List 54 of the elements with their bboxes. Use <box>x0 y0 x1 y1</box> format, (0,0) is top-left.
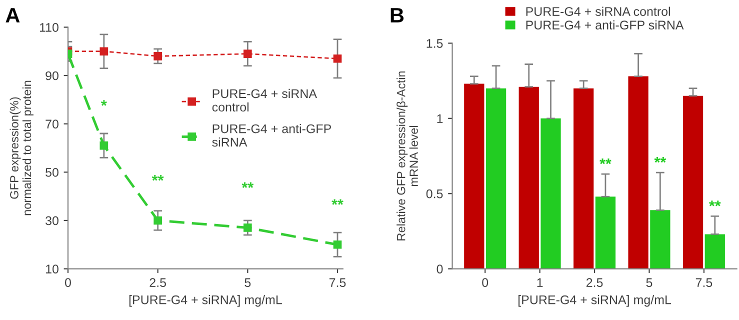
y-tick-label: 110 <box>40 23 58 32</box>
bar <box>650 210 670 269</box>
point <box>154 216 162 225</box>
x-tick-label: 0 <box>482 278 488 288</box>
bar <box>574 88 594 269</box>
bar <box>682 96 704 269</box>
point <box>154 52 162 60</box>
x-tick-label: 7.5 <box>696 278 712 288</box>
legend-label: PURE-G4 + anti-GFP siRNA <box>212 124 331 147</box>
bar <box>518 86 539 269</box>
point <box>333 54 342 63</box>
point <box>244 50 252 58</box>
x-tick-label: 0 <box>65 278 71 288</box>
bar <box>628 76 648 269</box>
legend-label: PURE-G4 + siRNA control <box>526 6 670 16</box>
x-tick-label: 7.5 <box>329 278 346 288</box>
bar <box>464 84 484 269</box>
y-axis-title: Relative GFP expression/β-Actin mRNA level <box>396 71 418 240</box>
annotation: ** <box>242 182 254 188</box>
point <box>333 240 342 249</box>
annotation: ** <box>152 175 164 181</box>
legend-label: PURE-G4 + siRNA control <box>212 88 318 112</box>
annotation: * <box>100 100 107 106</box>
y-tick-label: 0 <box>436 264 443 274</box>
annotation: ** <box>708 200 721 206</box>
legend-label: PURE-G4 + anti-GFP siRNA <box>526 20 684 30</box>
y-tick-label: 0.5 <box>426 189 443 198</box>
point <box>100 141 108 150</box>
x-tick-label: 5 <box>646 278 652 288</box>
x-axis-title: [PURE-G4 + siRNA] mg/mL <box>129 295 282 307</box>
point <box>244 224 252 232</box>
y-axis-title: GFP expression(%) normalized to total protein <box>10 80 34 216</box>
bar <box>540 118 561 269</box>
x-tick-label: 2.5 <box>150 278 166 288</box>
annotation: ** <box>600 158 612 164</box>
annotation: ** <box>654 156 666 163</box>
point <box>100 47 108 56</box>
annotation: ** <box>332 199 344 205</box>
chart-title: A <box>6 8 20 22</box>
y-tick-label: 30 <box>46 216 58 226</box>
x-axis-title: [PURE-G4 + siRNA] mg/mL <box>518 295 672 307</box>
bar <box>595 196 616 269</box>
y-tick-label: 50 <box>46 168 58 177</box>
y-tick-label: 70 <box>46 120 58 128</box>
chart-title: B <box>390 8 404 22</box>
bar <box>486 88 506 269</box>
y-tick-label: 1 <box>437 114 443 123</box>
y-tick-label: 90 <box>46 71 58 80</box>
y-tick-label: 10 <box>46 264 58 274</box>
bar <box>704 234 725 269</box>
x-tick-label: 1 <box>537 278 543 287</box>
x-tick-label: 2.5 <box>586 278 603 288</box>
x-tick-label: 5 <box>244 278 251 288</box>
y-tick-label: 1.5 <box>426 39 443 48</box>
